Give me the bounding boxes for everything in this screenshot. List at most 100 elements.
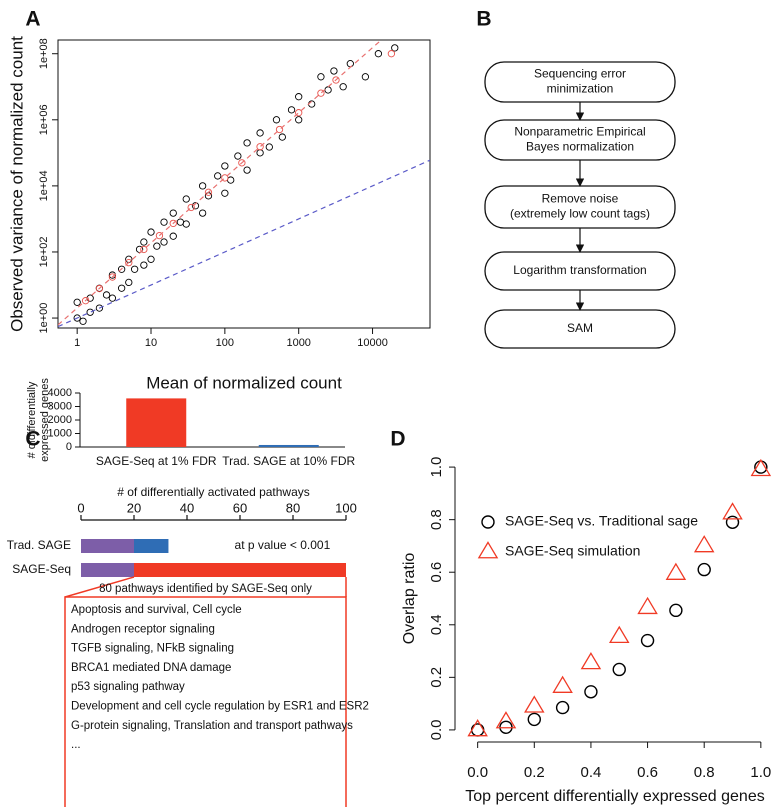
reference-line — [58, 40, 383, 326]
point — [117, 284, 126, 292]
flow-node-label: Remove noise — [542, 192, 619, 206]
point — [324, 86, 332, 94]
point — [238, 159, 246, 167]
y-tick-label: 1e+00 — [38, 303, 50, 334]
callout-item: G-protein signaling, Translation and tra… — [71, 720, 353, 732]
x-tick-label: 0.6 — [637, 764, 658, 781]
flow-node-label: minimization — [547, 82, 614, 96]
y-axis-title: Observed variance of normalized count — [7, 36, 26, 332]
y-tick-label: 0.0 — [428, 719, 445, 740]
callout-item: Androgen receptor signaling — [71, 623, 215, 635]
panel-label: D — [390, 428, 405, 451]
point — [527, 712, 541, 727]
y-axis-title: # ofdifferentially — [26, 381, 38, 458]
point — [555, 700, 570, 715]
panel-label: B — [476, 8, 491, 31]
y-tick-label: 0.2 — [428, 667, 445, 688]
y-tick-label: 0 — [66, 441, 72, 453]
x-tick-label: 0.8 — [694, 764, 715, 781]
x-tick-label: 0.0 — [467, 764, 488, 781]
point — [117, 265, 126, 273]
y-tick-label: 1e+08 — [38, 38, 50, 69]
point — [79, 317, 87, 325]
bar-segment — [81, 563, 134, 577]
bar — [258, 444, 319, 447]
point — [243, 166, 251, 174]
x-tick-label: 10 — [145, 337, 157, 349]
plot-frame — [57, 39, 431, 329]
callout-box — [64, 596, 347, 807]
point — [580, 652, 602, 670]
y-tick-label: 1.0 — [428, 457, 445, 478]
point — [125, 278, 133, 287]
y-tick-label: 2000 — [48, 414, 72, 426]
point — [198, 209, 207, 217]
point — [102, 291, 111, 299]
point — [256, 143, 264, 151]
point — [584, 685, 598, 699]
point — [669, 603, 683, 618]
axis-title: # of differentially activated pathways — [117, 485, 310, 499]
x-tick-label: 0 — [77, 500, 84, 515]
point — [140, 261, 148, 269]
point — [95, 304, 104, 312]
point — [182, 220, 190, 228]
point — [750, 458, 772, 477]
point — [147, 228, 155, 236]
y-tick-label: 1e+06 — [38, 104, 50, 135]
point — [265, 143, 273, 151]
plot-area — [467, 458, 772, 737]
point — [272, 116, 281, 124]
point — [275, 125, 284, 134]
point — [155, 231, 164, 240]
point — [317, 73, 325, 81]
point — [361, 73, 370, 81]
callout-title: 80 pathways identified by SAGE-Seq only — [99, 583, 312, 595]
flow-node-label: Logarithm transformation — [513, 263, 646, 277]
point — [317, 89, 325, 97]
point — [160, 218, 168, 226]
callout-item: Development and cell cycle regulation by… — [71, 701, 369, 713]
y-tick-label: 3000 — [48, 400, 72, 412]
point — [147, 255, 155, 263]
point — [140, 238, 148, 246]
y-tick-label: 1000 — [48, 427, 72, 439]
point — [169, 232, 177, 240]
bar-segment — [81, 539, 134, 553]
callout-line — [64, 576, 135, 598]
point — [86, 308, 94, 316]
bar-segment — [134, 539, 169, 553]
point — [191, 202, 200, 210]
point — [640, 633, 655, 648]
legend-marker — [481, 515, 495, 529]
point — [182, 195, 190, 203]
callout-item: TGFB signaling, NFkB signaling — [71, 643, 234, 655]
point — [221, 189, 229, 197]
point — [256, 149, 264, 157]
x-tick-label: 1 — [74, 337, 80, 349]
point — [73, 298, 81, 306]
x-tick-label: 0.2 — [524, 764, 545, 781]
legend-marker — [477, 541, 499, 559]
x-tick-label: 40 — [180, 500, 194, 515]
flow-node-label: Nonparametric Empirical — [514, 125, 645, 139]
y-tick-label: Trad. SAGE — [7, 538, 71, 552]
x-tick-label: 0.4 — [580, 764, 601, 781]
point — [108, 271, 117, 279]
x-tick-label: 60 — [233, 500, 247, 515]
callout-item: ... — [71, 739, 81, 751]
y-tick-label: 1e+04 — [38, 170, 50, 201]
annotation: at p value < 0.001 — [235, 538, 331, 552]
x-tick-label: SAGE-Seq at 1% FDR — [96, 454, 217, 468]
point — [169, 219, 177, 228]
point — [295, 109, 303, 117]
flow-node-label: SAM — [567, 321, 593, 335]
point — [160, 238, 168, 246]
y-tick-label: 1e+02 — [38, 237, 50, 268]
panel-label: A — [25, 8, 40, 31]
point — [693, 535, 715, 553]
bar — [126, 398, 187, 447]
panel-label: C — [25, 428, 40, 451]
point — [374, 50, 383, 58]
